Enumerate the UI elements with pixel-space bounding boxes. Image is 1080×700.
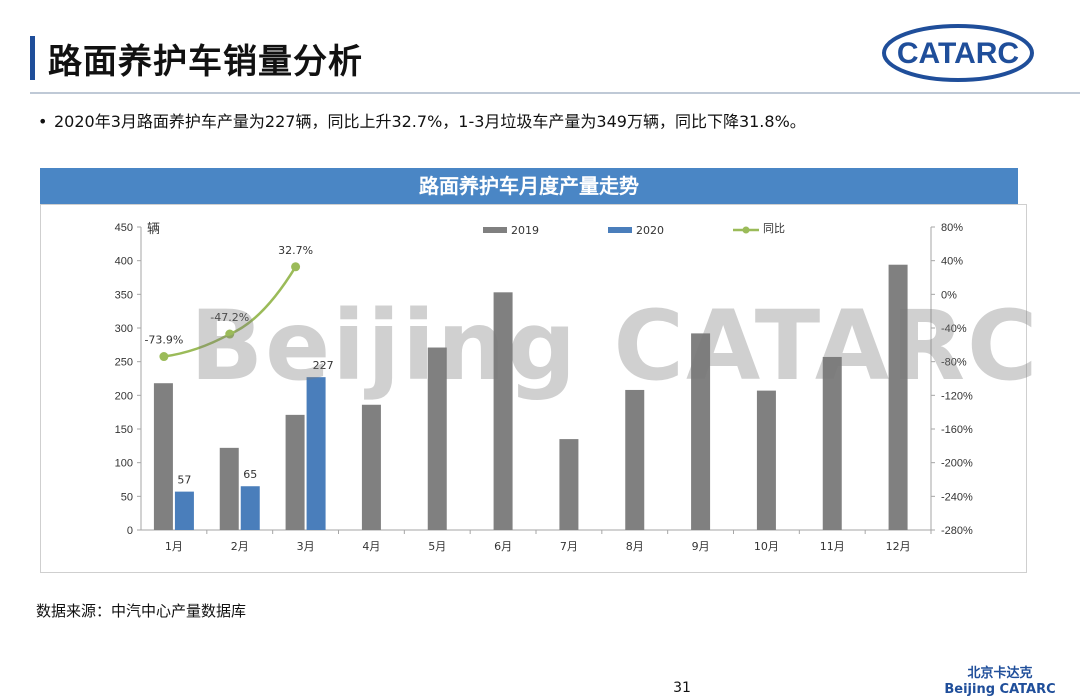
x-tick-label: 10月 [754, 540, 779, 553]
legend-label: 2019 [511, 224, 539, 237]
bar-2019 [822, 356, 842, 530]
bar-2019 [427, 347, 447, 530]
catarc-logo: CATARC [882, 24, 1034, 82]
bar-2019 [625, 389, 645, 530]
title-accent-bar [30, 36, 35, 80]
y2-tick-label: 80% [941, 222, 963, 234]
summary-line: • 2020年3月路面养护车产量为227辆，同比上升32.7%，1-3月垃圾车产量… [38, 108, 806, 132]
x-tick-label: 4月 [362, 540, 380, 553]
footer-brand-cn: 北京卡达克 [967, 666, 1033, 681]
x-tick-label: 6月 [494, 540, 512, 553]
bar-2019 [361, 404, 381, 530]
bar-2020-data-label: 227 [313, 359, 334, 372]
y-tick-label: 350 [115, 289, 133, 301]
bar-2019 [219, 447, 239, 530]
bar-2020-data-label: 65 [243, 468, 257, 481]
y-tick-label: 150 [115, 424, 133, 436]
summary-text: 2020年3月路面养护车产量为227辆，同比上升32.7%，1-3月垃圾车产量为… [54, 112, 806, 131]
legend-swatch [483, 227, 507, 233]
y-tick-label: 450 [115, 222, 133, 234]
y2-tick-label: -200% [941, 458, 973, 470]
page-number: 31 [673, 680, 691, 696]
bar-2020 [306, 377, 326, 530]
bar-2019 [493, 292, 513, 530]
yoy-point [225, 329, 235, 339]
page-title: 路面养护车销量分析 [48, 42, 363, 82]
x-tick-label: 1月 [165, 540, 183, 553]
chart-svg: 450 400 350 300 250 200 150 100 50 0 80% 40% 0% -40% -… [115, 222, 973, 553]
x-tick-label: 7月 [560, 540, 578, 553]
chart-title: 路面养护车月度产量走势 [40, 168, 1018, 204]
y-tick-label: 100 [115, 458, 133, 470]
yoy-point [291, 262, 301, 272]
bullet-dot: • [38, 112, 48, 131]
y2-tick-label: 0% [941, 289, 957, 301]
bar-2019 [756, 390, 776, 530]
x-tick-label: 2月 [231, 540, 249, 553]
y2-tick-label: -80% [941, 357, 967, 369]
yoy-data-label: -73.9% [144, 334, 183, 347]
y-tick-label: 400 [115, 256, 133, 268]
bar-2020 [240, 486, 260, 530]
data-source: 数据来源：中汽中心产量数据库 [36, 602, 247, 620]
legend-label: 2020 [636, 224, 664, 237]
bar-2020-data-label: 57 [177, 474, 191, 487]
y-tick-label: 300 [115, 323, 133, 335]
footer-brand: 北京卡达克 Beijing CATARC [930, 666, 1070, 698]
y-tick-label: 250 [115, 357, 133, 369]
chart-area: 450 400 350 300 250 200 150 100 50 0 80% 40% 0% -40% -… [40, 204, 1027, 573]
bar-2019 [285, 414, 305, 530]
bar-2019 [691, 333, 711, 530]
y2-tick-label: -120% [941, 390, 973, 402]
header-divider [30, 92, 1080, 94]
yoy-point [159, 352, 169, 362]
y-axis-label: 辆 [147, 222, 160, 237]
bar-2019 [153, 383, 173, 530]
y2-tick-label: -40% [941, 323, 967, 335]
bar-2020 [174, 491, 194, 530]
x-tick-label: 9月 [692, 540, 710, 553]
legend-swatch-marker [742, 226, 750, 234]
y-tick-label: 50 [121, 491, 133, 503]
y2-tick-label: -160% [941, 424, 973, 436]
y2-tick-label: -240% [941, 491, 973, 503]
logo-text: CATARC [897, 37, 1019, 70]
yoy-data-label: -47.2% [210, 311, 249, 324]
y-tick-label: 0 [127, 525, 133, 537]
legend-swatch [608, 227, 632, 233]
y2-tick-label: 40% [941, 256, 963, 268]
x-tick-label: 11月 [820, 540, 845, 553]
footer-brand-en: Beijing CATARC [944, 682, 1056, 697]
yoy-data-label: 32.7% [278, 244, 313, 257]
x-tick-label: 5月 [428, 540, 446, 553]
y2-tick-label: -280% [941, 525, 973, 537]
bar-2019 [559, 439, 579, 530]
x-tick-label: 8月 [626, 540, 644, 553]
y-tick-label: 200 [115, 390, 133, 402]
legend-label: 同比 [763, 222, 785, 235]
x-tick-label: 3月 [297, 540, 315, 553]
x-tick-label: 12月 [886, 540, 911, 553]
bar-2019 [888, 264, 908, 530]
